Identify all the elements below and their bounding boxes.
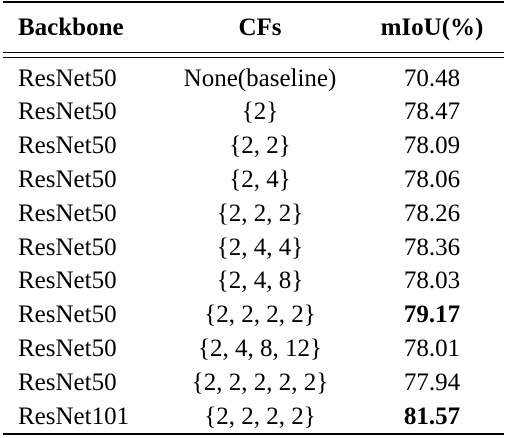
cell-cfs: {2, 4} (229, 165, 291, 193)
cell-miou: 79.17 (403, 301, 461, 329)
table-row: ResNet50 {2, 2, 2, 2, 2} 77.94 (0, 365, 508, 399)
table-row: ResNet50 {2, 4, 8} 78.03 (0, 264, 508, 298)
cell-backbone: ResNet50 (18, 334, 117, 362)
cell-miou: 70.48 (403, 64, 461, 92)
cell-miou: 78.36 (403, 233, 461, 261)
cell-cfs: {2, 4, 4} (216, 233, 304, 261)
table-row: ResNet50 {2} 78.47 (0, 95, 508, 129)
cell-cfs: {2, 4, 8} (216, 267, 304, 295)
cell-cfs: {2, 2} (229, 132, 291, 160)
cell-cfs: {2, 2, 2, 2} (204, 301, 316, 329)
cell-backbone: ResNet50 (18, 98, 117, 126)
cell-cfs: {2, 2, 2, 2} (204, 402, 316, 430)
header-row: Backbone CFs mIoU(%) (0, 6, 508, 48)
cell-cfs: {2, 2, 2} (216, 199, 304, 227)
cell-backbone: ResNet50 (18, 233, 117, 261)
cell-backbone: ResNet50 (18, 132, 117, 160)
cell-cfs: {2, 4, 8, 12} (198, 334, 322, 362)
header-rule-upper (3, 52, 504, 53)
cell-backbone: ResNet101 (18, 402, 130, 430)
table-row: ResNet50 {2, 2} 78.09 (0, 129, 508, 163)
cell-backbone: ResNet50 (18, 199, 117, 227)
top-rule (3, 1, 504, 3)
cell-backbone: ResNet50 (18, 301, 117, 329)
table-row: ResNet50 None(baseline) 70.48 (0, 61, 508, 95)
table-row: ResNet101 {2, 2, 2, 2} 81.57 (0, 399, 508, 433)
cell-miou: 81.57 (403, 402, 461, 430)
cell-miou: 78.01 (403, 334, 461, 362)
cell-miou: 77.94 (403, 368, 461, 396)
header-cfs: CFs (238, 13, 282, 41)
cell-miou: 78.26 (403, 199, 461, 227)
header-miou: mIoU(%) (380, 13, 484, 41)
header-rule-lower (3, 57, 504, 58)
cell-cfs: {2, 2, 2, 2, 2} (191, 368, 329, 396)
cell-backbone: ResNet50 (18, 368, 117, 396)
table-row: ResNet50 {2, 4, 8, 12} 78.01 (0, 331, 508, 365)
cell-backbone: ResNet50 (18, 267, 117, 295)
cell-miou: 78.06 (403, 165, 461, 193)
table-row: ResNet50 {2, 2, 2} 78.26 (0, 196, 508, 230)
header-backbone: Backbone (18, 13, 124, 41)
cell-cfs: None(baseline) (183, 64, 337, 92)
cell-miou: 78.47 (403, 98, 461, 126)
cell-miou: 78.09 (403, 132, 461, 160)
cell-backbone: ResNet50 (18, 165, 117, 193)
cell-miou: 78.03 (403, 267, 461, 295)
table-row: ResNet50 {2, 4, 4} 78.36 (0, 230, 508, 264)
cell-cfs: {2} (241, 98, 279, 126)
cell-backbone: ResNet50 (18, 64, 117, 92)
table-row: ResNet50 {2, 2, 2, 2} 79.17 (0, 298, 508, 332)
table-row: ResNet50 {2, 4} 78.06 (0, 162, 508, 196)
bottom-rule (3, 433, 504, 435)
